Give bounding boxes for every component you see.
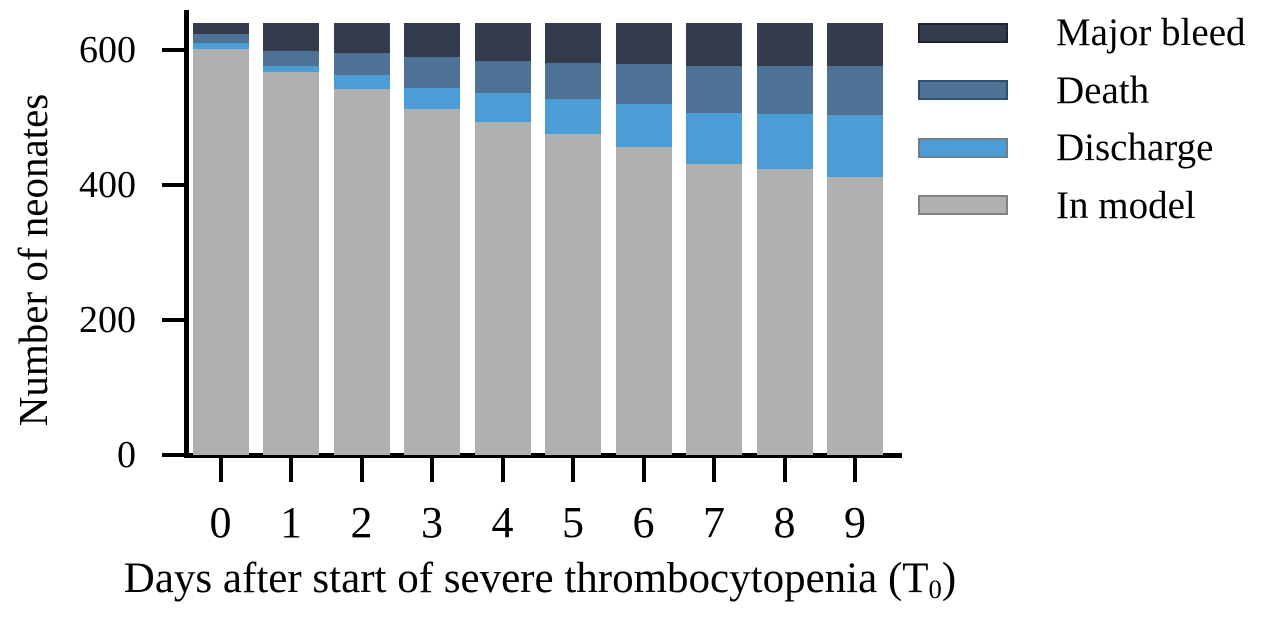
y-tick-label: 600 [79,29,136,71]
bar-day-3-segment-in-model [404,108,460,455]
x-axis-title-text: Days after start of severe thrombocytope… [123,555,929,602]
y-axis-title: Number of neonates [10,93,56,427]
y-tick [162,48,184,52]
x-tick [853,458,857,482]
bar-day-4-segment-discharge [474,93,531,122]
x-tick-label: 4 [491,498,514,547]
x-tick [571,458,575,482]
bar-day-8-segment-discharge [756,114,813,170]
x-tick [782,458,787,482]
legend-swatch-death [918,80,1008,101]
bar-day-9-segment-in-model [827,176,883,455]
legend: Major bleed Death Discharge In model [918,4,1246,234]
bar-day-7-segment-discharge [686,112,742,165]
bar-day-0-segment-discharge [192,42,249,49]
legend-label-in-model: In model [1056,183,1196,227]
bar-day-4-segment-death [474,60,531,94]
legend-label-death: Death [1056,68,1150,112]
bar-day-6-segment-in-model [615,147,672,455]
legend-row-in-model: In model [918,177,1246,235]
x-axis-line [184,453,902,458]
legend-label-major-bleed: Major bleed [1056,11,1246,55]
legend-swatch-in-model [918,195,1008,216]
x-tick [712,458,716,482]
bar-day-4-segment-in-model [474,121,531,455]
bar-day-1-segment-discharge [263,65,319,73]
legend-row-death: Death [918,62,1246,120]
y-tick-label: 400 [79,164,136,206]
bar-day-3-segment-discharge [404,87,460,109]
x-tick-label: 5 [562,498,584,547]
bar-day-1-segment-in-model [263,72,319,455]
y-tick [162,453,184,457]
bar-day-8-segment-death [756,65,813,115]
y-tick [162,183,184,187]
bar-day-9-segment-discharge [827,114,883,177]
legend-row-discharge: Discharge [918,119,1246,177]
x-tick [218,458,223,482]
x-tick-label: 8 [773,498,796,547]
bar-day-2-segment-major-bleed [333,23,390,53]
bar-day-9-segment-major-bleed [827,23,883,66]
bar-day-6-segment-major-bleed [615,23,672,65]
x-axis-title-suffix: ) [941,555,957,602]
x-tick-label: 9 [844,498,866,547]
x-tick [641,458,646,482]
y-tick [162,318,184,322]
bar-day-5-segment-discharge [545,99,601,134]
bar-day-0-segment-death [192,34,249,43]
x-axis-title-subscript: 0 [928,573,942,604]
x-tick [430,458,434,482]
x-tick [289,458,293,482]
bar-day-2-segment-discharge [333,74,390,90]
bar-day-2-segment-death [333,52,390,75]
y-tick-label: 200 [79,299,136,341]
bar-day-4-segment-major-bleed [474,23,531,61]
x-tick [359,458,364,482]
x-tick-label: 7 [703,498,725,547]
bar-day-8-segment-in-model [756,169,813,455]
bar-day-5-segment-major-bleed [545,23,601,63]
x-tick-label: 0 [209,498,232,547]
bar-day-3-segment-major-bleed [404,23,460,58]
legend-swatch-discharge [918,137,1008,158]
bar-day-6-segment-death [615,64,672,104]
bar-day-5-segment-death [545,62,601,100]
x-tick-label: 2 [350,498,373,547]
x-axis-title: Days after start of severe thrombocytope… [0,554,1080,605]
x-tick-label: 1 [280,498,302,547]
x-tick [500,458,505,482]
bar-day-1-segment-major-bleed [263,23,319,51]
bar-day-0-segment-major-bleed [192,23,249,35]
bar-day-6-segment-discharge [615,104,672,148]
bar-day-7-segment-major-bleed [686,23,742,66]
legend-row-major-bleed: Major bleed [918,4,1246,62]
legend-label-discharge: Discharge [1056,126,1214,170]
y-axis-line [184,10,189,458]
bar-day-1-segment-death [263,50,319,66]
bar-day-8-segment-major-bleed [756,23,813,66]
x-tick-label: 6 [632,498,655,547]
x-tick-label: 3 [421,498,443,547]
bar-day-9-segment-death [827,65,883,115]
bar-day-7-segment-death [686,65,742,113]
bar-day-3-segment-death [404,57,460,88]
bar-day-0-segment-in-model [192,48,249,455]
bar-day-2-segment-in-model [333,89,390,455]
y-tick-label: 0 [117,434,136,476]
legend-swatch-major-bleed [918,22,1008,43]
bar-day-7-segment-in-model [686,164,742,455]
bar-day-5-segment-in-model [545,133,601,455]
